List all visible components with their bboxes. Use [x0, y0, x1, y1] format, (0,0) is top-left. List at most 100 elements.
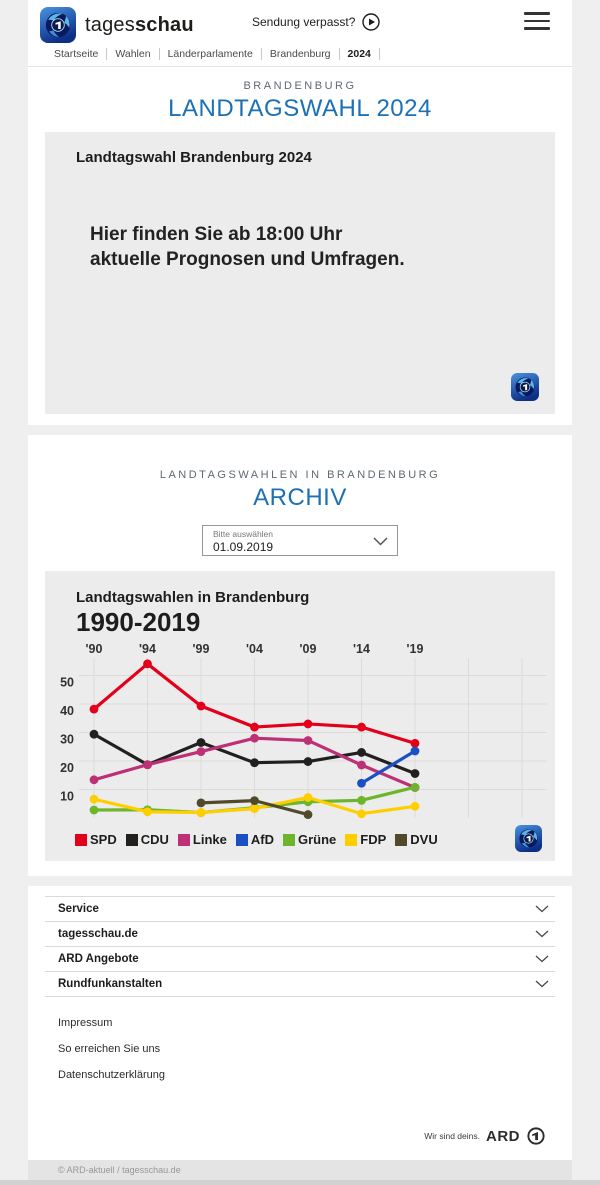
legend-item-fdp: FDP	[345, 832, 386, 847]
accordion-rundfunkanstalten[interactable]: Rundfunkanstalten	[45, 971, 555, 996]
series-spd	[89, 659, 420, 748]
chart-title: Landtagswahlen in Brandenburg	[76, 589, 310, 606]
svg-text:20: 20	[60, 761, 74, 775]
accordion-label: Service	[58, 903, 99, 915]
legend-swatch-cdu	[125, 833, 138, 846]
tagesschau-globe-icon	[40, 7, 76, 43]
legend-label-gruene: Grüne	[297, 832, 337, 847]
ard-globe-icon	[511, 373, 539, 401]
legend-label-cdu: CDU	[140, 832, 169, 847]
series-afd	[357, 746, 420, 788]
chevron-down-icon	[535, 955, 549, 963]
svg-text:10: 10	[60, 790, 74, 804]
breadcrumb-item-laenderparlamente[interactable]: Länderparlamente	[159, 48, 262, 60]
section-divider	[28, 876, 572, 886]
menu-button[interactable]	[524, 12, 550, 30]
svg-text:40: 40	[60, 704, 74, 718]
footer-accordion: Service tagesschau.de ARD Angebote Rundf…	[45, 896, 555, 997]
breadcrumb-item-brandenburg[interactable]: Brandenburg	[261, 48, 340, 60]
chart-grid	[79, 658, 547, 818]
accordion-ard-angebote[interactable]: ARD Angebote	[45, 946, 555, 971]
series-linke	[89, 733, 420, 792]
ard-brand-row: Wir sind deins. ARD	[54, 1126, 546, 1146]
select-label: Bitte auswählen	[213, 529, 274, 539]
accordion-label: ARD Angebote	[58, 953, 139, 965]
teaser-card-title: Landtagswahl Brandenburg 2024	[76, 149, 312, 166]
section-footer: Service tagesschau.de ARD Angebote Rundf…	[28, 886, 572, 1180]
chevron-down-icon	[535, 930, 549, 938]
section-divider	[28, 425, 572, 435]
page-title: LANDTAGSWAHL 2024	[168, 95, 432, 122]
link-so-erreichen-sie-uns[interactable]: So erreichen Sie uns	[58, 1043, 161, 1055]
legend-swatch-fdp	[345, 833, 358, 846]
section-landtagswahl-2024: tagesschau Sendung verpasst? Startseite W…	[28, 0, 572, 425]
x-axis-labels: '90 '94 '99 '04 '09 '14 '19	[86, 642, 424, 656]
legend-label-spd: SPD	[90, 832, 117, 847]
brand-suffix: schau	[134, 13, 194, 36]
page-container: tagesschau Sendung verpasst? Startseite W…	[28, 0, 572, 1180]
legend-swatch-spd	[75, 833, 87, 846]
teaser-line-2: aktuelle Prognosen und Umfragen.	[90, 249, 405, 270]
svg-text:30: 30	[60, 733, 74, 747]
ard-globe-icon	[515, 825, 542, 852]
legend-item-spd: SPD	[75, 832, 117, 847]
breadcrumb: Startseite Wahlen Länderparlamente Brandenb…	[28, 46, 572, 67]
accordion-tagesschau-de[interactable]: tagesschau.de	[45, 921, 555, 946]
svg-text:'19: '19	[407, 642, 424, 656]
menu-icon	[524, 12, 550, 15]
brand-wordmark: tagesschau	[85, 14, 194, 37]
svg-text:50: 50	[60, 676, 74, 690]
accordion-label: tagesschau.de	[58, 928, 138, 940]
svg-text:'94: '94	[139, 642, 156, 656]
svg-text:'90: '90	[86, 642, 103, 656]
breadcrumb-item-2024[interactable]: 2024	[339, 48, 380, 60]
legend-label-afd: AfD	[250, 832, 274, 847]
page-bottom-strip	[0, 1180, 600, 1185]
results-line-chart: '90 '94 '99 '04 '09 '14 '19 10 20 30 40 50	[60, 642, 547, 819]
chart-card: Landtagswahlen in Brandenburg 1990-2019 …	[45, 571, 555, 861]
accordion-label: Rundfunkanstalten	[58, 978, 163, 990]
legend-item-afd: AfD	[235, 832, 274, 847]
sendung-verpasst-label: Sendung verpasst?	[252, 15, 356, 29]
teaser-card-message: Hier finden Sie ab 18:00 Uhr aktuelle Pr…	[90, 222, 555, 272]
accordion-service[interactable]: Service	[45, 896, 555, 921]
legend-item-cdu: CDU	[125, 832, 169, 847]
series-dvu	[196, 796, 313, 819]
ard-wordmark: ARD	[486, 1127, 520, 1145]
legend-swatch-linke	[177, 833, 190, 846]
site-header: tagesschau Sendung verpasst?	[28, 0, 572, 46]
legend-swatch-gruene	[282, 833, 295, 846]
chart-subtitle: 1990-2019	[76, 607, 201, 637]
archive-kicker: LANDTAGSWAHLEN IN BRANDENBURG	[159, 469, 441, 481]
teaser-line-1: Hier finden Sie ab 18:00 Uhr	[90, 224, 343, 245]
hero-kicker: BRANDENBURG	[243, 80, 357, 92]
footer-links: Impressum So erreichen Sie uns Datenschu…	[45, 1010, 555, 1088]
series-fdp	[89, 793, 420, 819]
link-datenschutzerklaerung[interactable]: Datenschutzerklärung	[58, 1069, 166, 1081]
archive-date-select[interactable]: Bitte auswählen 01.09.2019	[202, 525, 398, 556]
legend-swatch-dvu	[395, 833, 408, 846]
legend-item-linke: Linke	[177, 832, 227, 847]
select-value: 01.09.2019	[213, 540, 274, 554]
archive-title: ARCHIV	[253, 484, 347, 511]
play-icon	[362, 13, 381, 31]
breadcrumb-item-startseite[interactable]: Startseite	[54, 48, 108, 60]
legend-swatch-afd	[235, 833, 248, 846]
svg-text:'99: '99	[193, 642, 210, 656]
svg-text:'04: '04	[246, 642, 263, 656]
brand-prefix: tages	[85, 13, 135, 36]
svg-text:'09: '09	[300, 642, 317, 656]
legend-item-gruene: Grüne	[282, 832, 337, 847]
teaser-card: Landtagswahl Brandenburg 2024 Hier finde…	[45, 132, 555, 414]
breadcrumb-item-wahlen[interactable]: Wahlen	[107, 48, 160, 60]
y-axis-labels: 10 20 30 40 50	[60, 676, 74, 804]
legend-label-dvu: DVU	[410, 832, 438, 847]
sendung-verpasst-link[interactable]: Sendung verpasst?	[252, 13, 381, 31]
tagesschau-home-link[interactable]: tagesschau	[40, 7, 194, 43]
chevron-down-icon	[535, 905, 549, 913]
chart-legend: SPD CDU Linke AfD Grüne FDP DVU	[75, 832, 555, 847]
copyright-bar: © ARD-aktuell / tagesschau.de	[28, 1160, 572, 1180]
link-impressum[interactable]: Impressum	[58, 1017, 113, 1029]
chevron-down-icon	[535, 980, 549, 988]
legend-item-dvu: DVU	[395, 832, 438, 847]
